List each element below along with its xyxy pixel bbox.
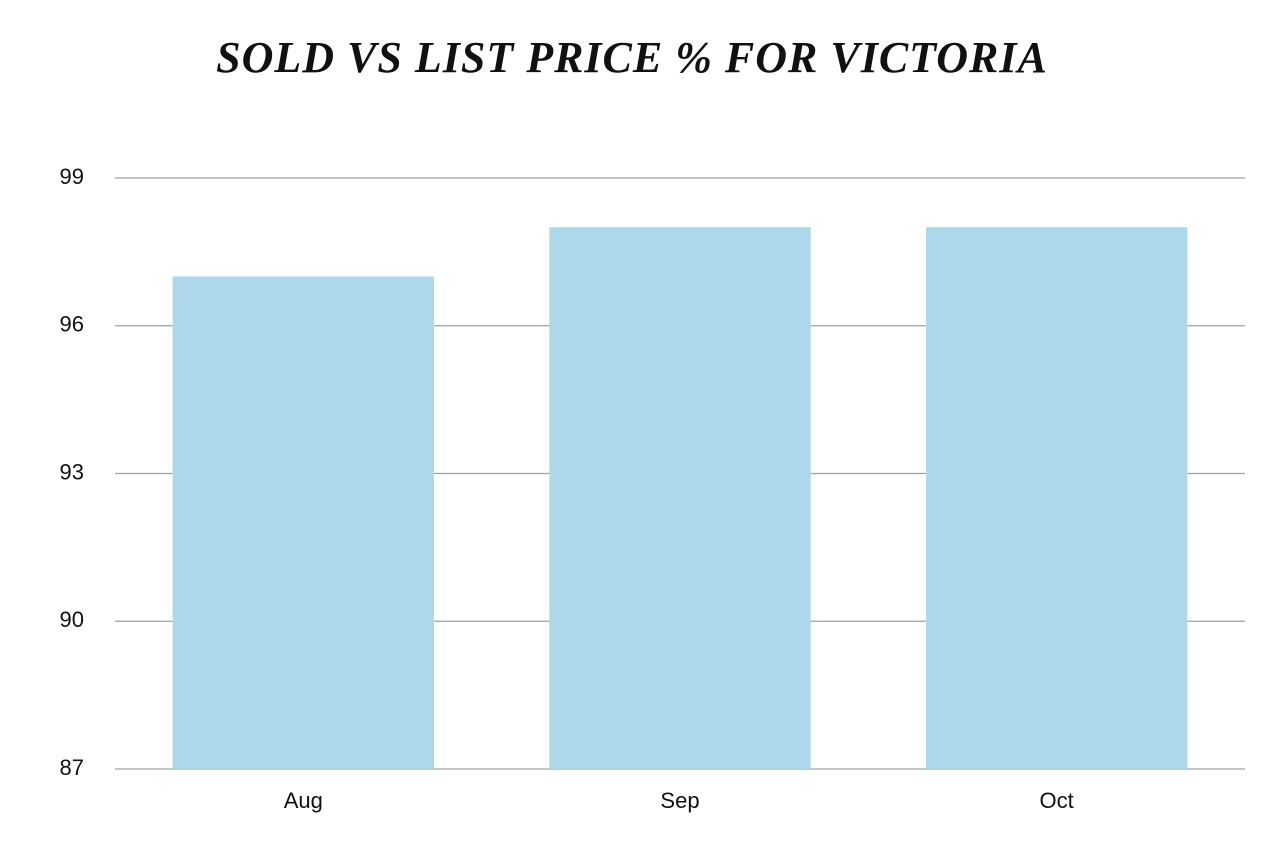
bar	[172, 276, 435, 769]
chart-title: SOLD VS LIST PRICE % FOR VICTORIA	[216, 33, 1048, 82]
y-tick-label: 93	[60, 459, 84, 484]
bar	[925, 227, 1188, 769]
y-tick-label: 99	[60, 164, 84, 189]
x-tick-label: Oct	[1040, 788, 1074, 813]
bar	[549, 227, 811, 769]
x-tick-label: Aug	[284, 788, 323, 813]
y-tick-label: 90	[60, 607, 84, 632]
x-tick-label: Sep	[660, 788, 699, 813]
y-tick-label: 87	[60, 755, 84, 780]
y-tick-label: 96	[60, 312, 84, 337]
